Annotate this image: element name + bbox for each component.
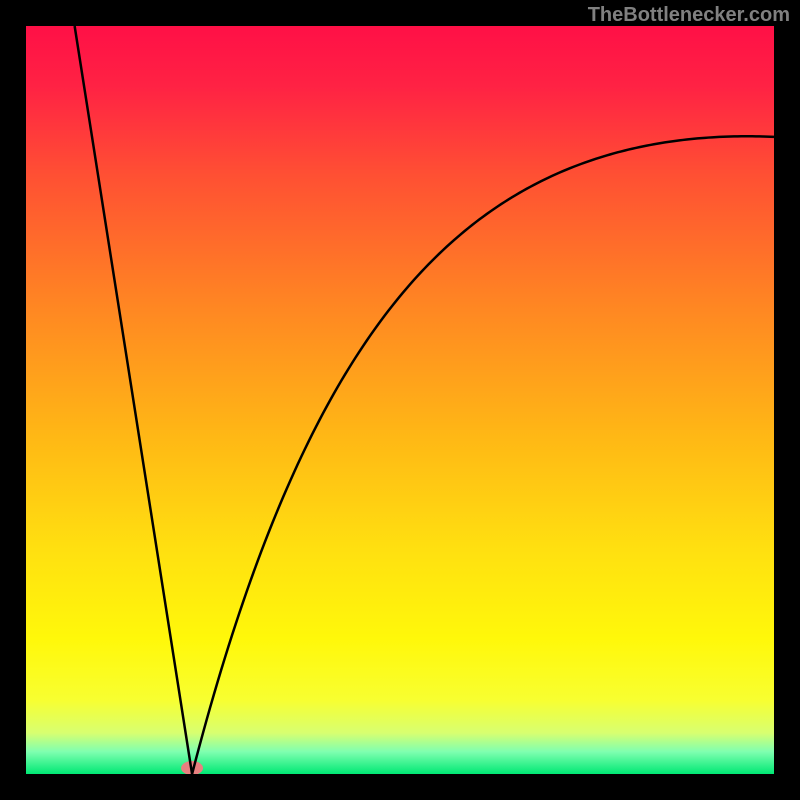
bottleneck-chart [0, 0, 800, 800]
watermark-text: TheBottlenecker.com [588, 4, 790, 27]
chart-container: TheBottlenecker.com [0, 0, 800, 800]
